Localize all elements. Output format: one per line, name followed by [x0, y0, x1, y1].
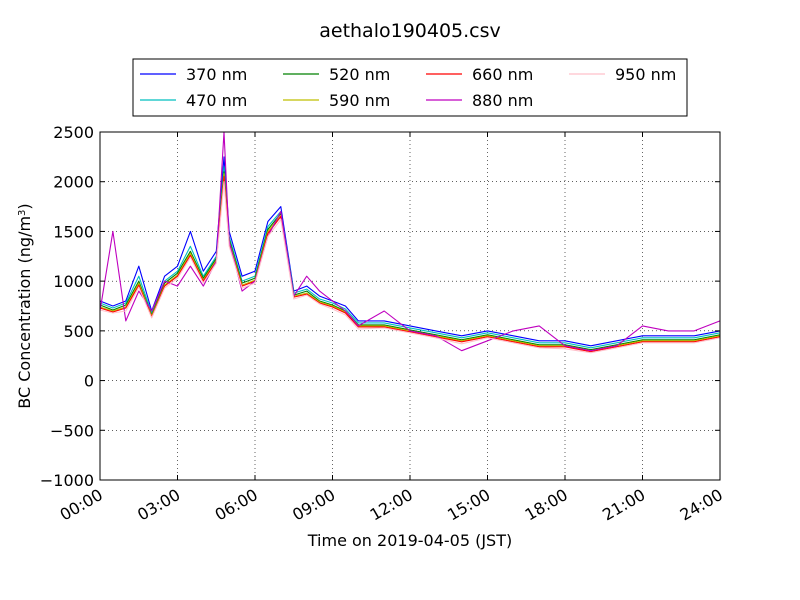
legend-item: 520 nm	[283, 65, 390, 84]
legend-label: 880 nm	[472, 91, 533, 110]
legend-label: 950 nm	[615, 65, 676, 84]
y-tick-label: −500	[50, 421, 94, 440]
legend-item: 370 nm	[140, 65, 247, 84]
chart-title: aethalo190405.csv	[319, 20, 501, 42]
series-line-950-nm	[99, 181, 721, 354]
y-tick-labels: −1000 −500 0 500 1000 1500 2000 2500	[40, 123, 94, 490]
legend: 370 nm 470 nm 520 nm 590 nm 660 nm 880 nm 950 …	[132, 58, 688, 117]
x-tick-label: 24:00	[677, 485, 726, 525]
y-tick-label: −1000	[40, 471, 94, 490]
x-tick-label: 03:00	[134, 485, 183, 525]
y-axis-label-close: )	[15, 203, 34, 209]
x-tick-label: 21:00	[599, 485, 648, 525]
legend-item: 660 nm	[426, 65, 533, 84]
gridlines	[99, 131, 721, 481]
series-line-660-nm	[99, 176, 721, 353]
x-tick-label: 15:00	[444, 485, 493, 525]
x-tick-label: 00:00	[57, 485, 106, 525]
legend-label: 470 nm	[186, 91, 247, 110]
x-tick-label: 09:00	[289, 485, 338, 525]
x-axis-label: Time on 2019-04-05 (JST)	[307, 531, 512, 550]
legend-frame	[132, 58, 688, 117]
y-tick-label: 1500	[53, 222, 94, 241]
plot-area	[99, 131, 721, 481]
series-layer	[99, 131, 721, 354]
y-axis-label-main: BC Concentration (ng/m	[15, 216, 34, 409]
series-line-370-nm	[99, 156, 721, 347]
y-axis-label-superscript: 3	[17, 210, 28, 216]
y-tick-label: 0	[84, 372, 94, 391]
y-tick-label: 2000	[53, 173, 94, 192]
y-tick-label: 2500	[53, 123, 94, 142]
x-tick-label: 18:00	[522, 485, 571, 525]
y-tick-label: 500	[63, 322, 94, 341]
legend-label: 660 nm	[472, 65, 533, 84]
legend-item: 880 nm	[426, 91, 533, 110]
x-tick-label: 06:00	[212, 485, 261, 525]
legend-item: 950 nm	[569, 65, 676, 84]
x-tick-label: 12:00	[367, 485, 416, 525]
y-axis-label: BC Concentration (ng/m3)	[15, 203, 34, 408]
series-line-470-nm	[99, 166, 721, 349]
x-tick-labels: 00:00 03:00 06:00 09:00 12:00 15:00 18:00 21:00…	[57, 485, 726, 525]
legend-label: 590 nm	[329, 91, 390, 110]
series-line-520-nm	[99, 171, 721, 351]
legend-label: 520 nm	[329, 65, 390, 84]
legend-item: 590 nm	[283, 91, 390, 110]
legend-label: 370 nm	[186, 65, 247, 84]
axis-ticks	[99, 131, 721, 481]
y-tick-label: 1000	[53, 272, 94, 291]
legend-item: 470 nm	[140, 91, 247, 110]
series-line-880-nm	[99, 131, 721, 352]
